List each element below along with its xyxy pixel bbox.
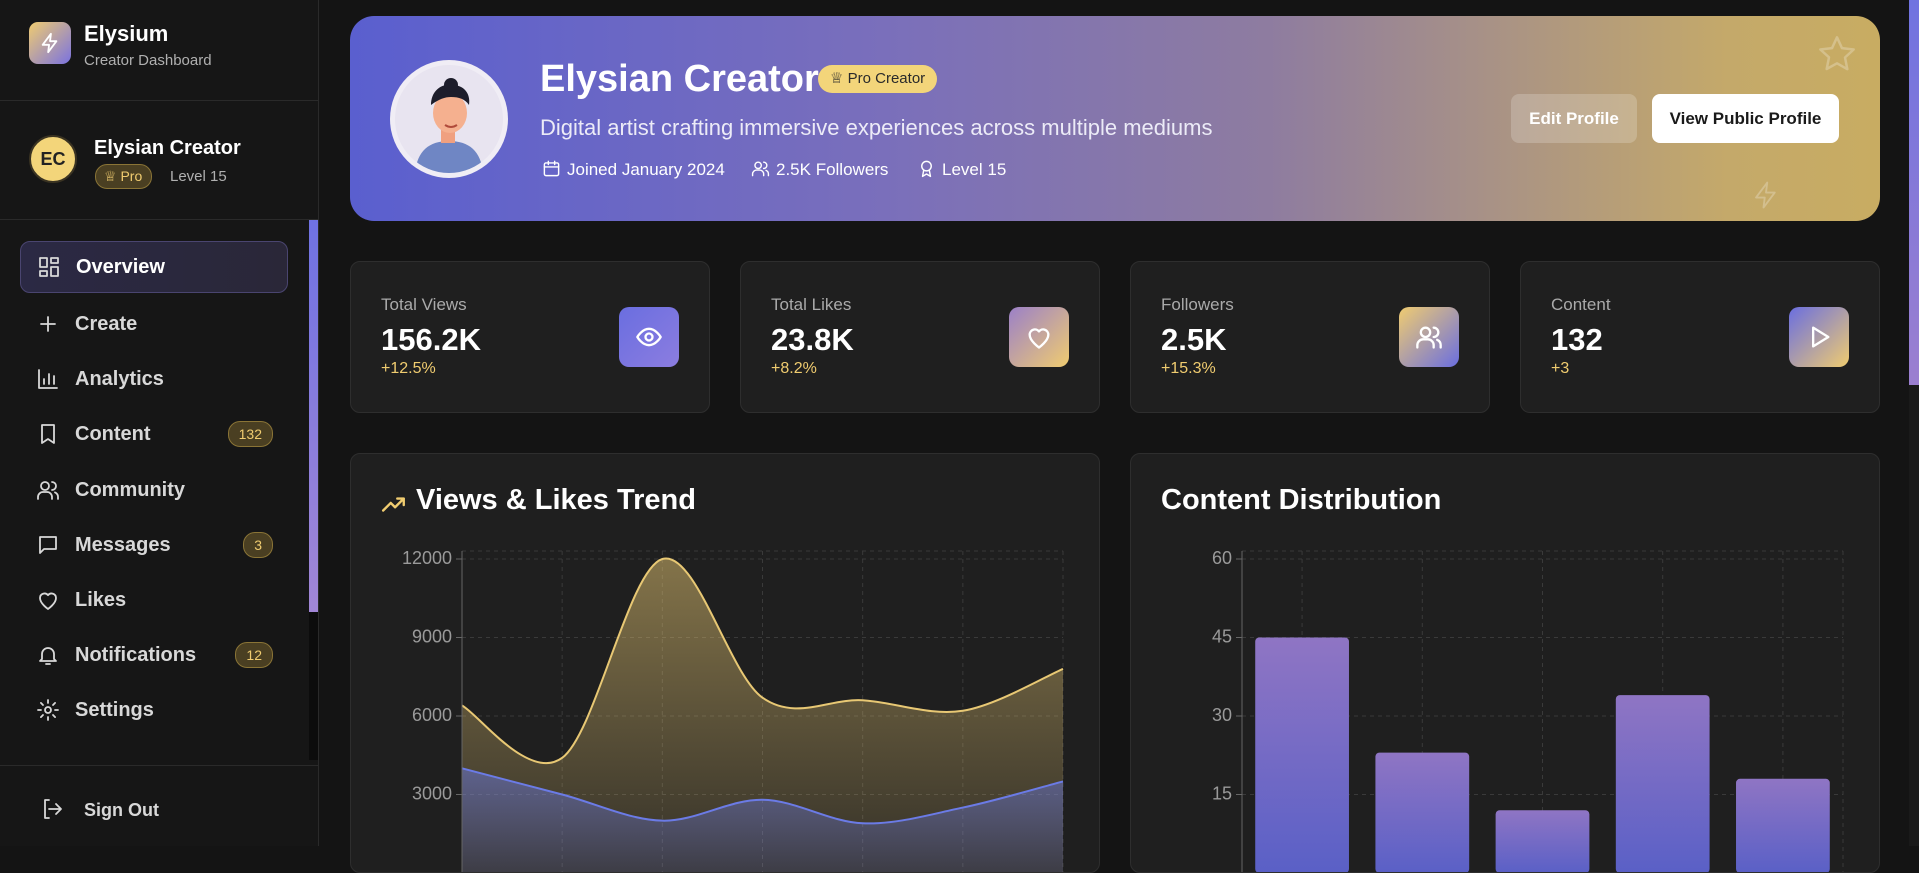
nav-badge: 12 — [235, 642, 273, 668]
sidebar: Elysium Creator Dashboard EC Elysian Cre… — [0, 0, 319, 846]
nav-label: Notifications — [75, 644, 196, 667]
sidebar-scrollbar — [309, 220, 318, 612]
profile-followers: 2.5K Followers — [751, 159, 888, 180]
user-badge-text: Pro — [120, 168, 142, 184]
decor-bolt — [1751, 180, 1781, 210]
nav-label: Content — [75, 423, 151, 446]
divider — [0, 219, 318, 220]
bar — [1616, 695, 1710, 873]
user-badge: ♕ Pro — [95, 164, 152, 189]
nav-badge: 132 — [228, 421, 273, 447]
nav-likes[interactable]: Likes — [20, 574, 288, 626]
y-tick-label: 15 — [1212, 783, 1232, 803]
nav-analytics[interactable]: Analytics — [20, 353, 288, 405]
stat-value: 2.5K — [1161, 322, 1226, 358]
profile-level: Level 15 — [917, 159, 1006, 180]
page: Elysium Creator Dashboard html, body { m… — [0, 0, 1919, 846]
bar — [1375, 753, 1469, 873]
y-tick-label: 30 — [1212, 705, 1232, 725]
page-scrollbar — [1909, 0, 1919, 385]
profile-badge-text: Pro Creator — [848, 70, 926, 87]
nav-content[interactable]: Content 132 — [20, 408, 288, 460]
nav-overview[interactable]: Overview — [20, 241, 288, 293]
profile-banner: Elysian Creator ♕ Pro Creator Digital ar… — [350, 16, 1880, 221]
sidebar-scroll-track — [309, 612, 318, 760]
nav-settings[interactable]: Settings — [20, 684, 288, 736]
meta-text: Level 15 — [942, 160, 1006, 179]
stat-change: +3 — [1551, 360, 1569, 378]
stat-change: +8.2% — [771, 360, 817, 378]
nav-label: Likes — [75, 589, 126, 612]
nav-notifications[interactable]: Notifications 12 — [20, 629, 288, 681]
profile-avatar — [390, 60, 508, 178]
nav-create[interactable]: Create — [20, 298, 288, 350]
user-level: Level 15 — [170, 168, 227, 185]
user-name: Elysian Creator — [94, 137, 241, 160]
stat-label: Total Views — [381, 295, 467, 315]
stat-label: Total Likes — [771, 295, 851, 315]
divider — [0, 100, 318, 101]
meta-text: Joined January 2024 — [567, 160, 725, 179]
divider — [0, 765, 318, 766]
stat-icon — [1789, 307, 1849, 367]
nav-community[interactable]: Community — [20, 464, 288, 516]
nav-label: Messages — [75, 534, 171, 557]
logo — [29, 22, 71, 64]
nav-label: Settings — [75, 699, 154, 722]
edit-profile-button[interactable]: Edit Profile — [1511, 94, 1637, 143]
y-tick-label: 6000 — [412, 705, 452, 725]
profile-badge: ♕ Pro Creator — [818, 65, 937, 93]
profile-name: Elysian Creator — [540, 58, 819, 101]
bar — [1736, 779, 1830, 873]
stat-icon — [1399, 307, 1459, 367]
user-avatar: EC — [29, 135, 77, 183]
nav-label: Analytics — [75, 368, 164, 391]
nav-badge: 3 — [243, 532, 273, 558]
y-tick-label: 60 — [1212, 548, 1232, 568]
stat-icon — [619, 307, 679, 367]
decor-star — [1817, 34, 1857, 74]
y-tick-label: 9000 — [412, 626, 452, 646]
bar — [1496, 810, 1590, 873]
chart: 15 30 45 60 — [1131, 454, 1880, 873]
stat-icon — [1009, 307, 1069, 367]
sign-out[interactable]: Sign Out — [20, 785, 288, 833]
view-profile-button[interactable]: View Public Profile — [1652, 94, 1839, 143]
stat-label: Followers — [1161, 295, 1234, 315]
meta-text: 2.5K Followers — [776, 160, 888, 179]
nav-messages[interactable]: Messages 3 — [20, 519, 288, 571]
stat-card: Followers 2.5K +15.3% — [1130, 261, 1490, 413]
stat-card: Content 132 +3 — [1520, 261, 1880, 413]
stat-label: Content — [1551, 295, 1611, 315]
y-tick-label: 12000 — [402, 548, 452, 568]
stat-change: +12.5% — [381, 360, 436, 378]
profile-bio: Digital artist crafting immersive experi… — [540, 115, 1212, 141]
nav-label: Overview — [76, 256, 165, 279]
bar — [1255, 638, 1349, 873]
brand-name: Elysium — [84, 21, 168, 47]
nav-label: Create — [75, 313, 137, 336]
stat-card: Total Likes 23.8K +8.2% — [740, 261, 1100, 413]
stat-value: 23.8K — [771, 322, 854, 358]
sign-out-label: Sign Out — [84, 800, 159, 821]
brand-subtitle: Creator Dashboard — [84, 52, 212, 69]
y-tick-label: 3000 — [412, 783, 452, 803]
y-tick-label: 45 — [1212, 626, 1232, 646]
stat-card: Total Views 156.2K +12.5% — [350, 261, 710, 413]
dashboard: {"brand": {"name": "Elysium", "subtitle"… — [0, 0, 1919, 846]
stat-change: +15.3% — [1161, 360, 1216, 378]
stat-value: 132 — [1551, 322, 1603, 358]
chart: 3000 6000 9000 12000 — [351, 454, 1100, 873]
stat-value: 156.2K — [381, 322, 481, 358]
profile-joined: Joined January 2024 — [542, 159, 725, 180]
nav-label: Community — [75, 479, 185, 502]
